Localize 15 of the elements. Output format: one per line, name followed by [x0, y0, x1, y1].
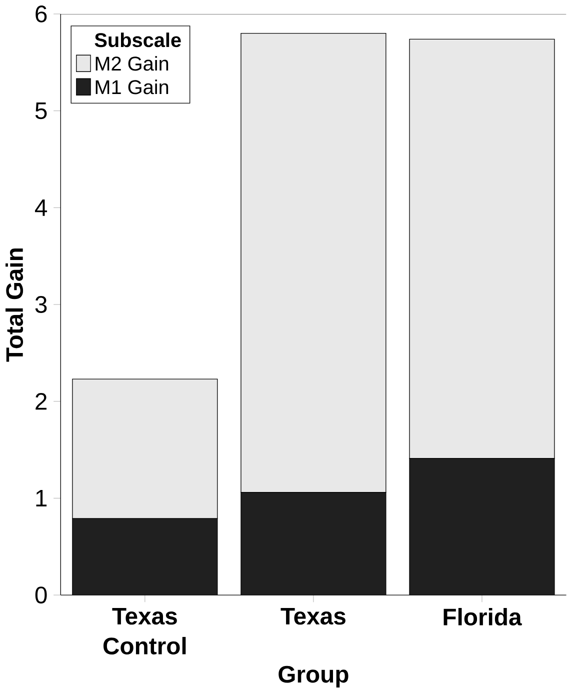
y-axis-title: Total Gain — [6, 248, 24, 362]
y-tick-label: 2 — [36, 393, 47, 410]
y-tick-label: 0 — [36, 586, 48, 604]
legend-label: M1 Gain — [96, 80, 168, 94]
y-tick-label: 4 — [35, 199, 48, 216]
y-tick-label: 6 — [36, 6, 47, 22]
x-tick-label: Texas Control — [104, 608, 186, 654]
legend-title: Subscale — [94, 32, 182, 48]
y-tick-label: 1 — [36, 490, 47, 506]
y-tick-label: 3 — [36, 296, 47, 313]
y-tick-label: 5 — [36, 102, 47, 120]
legend-label: M2 Gain — [96, 56, 168, 71]
x-tick-label: Florida — [444, 608, 522, 626]
x-axis-title: Group — [278, 666, 348, 688]
x-tick-label: Texas — [280, 608, 346, 625]
